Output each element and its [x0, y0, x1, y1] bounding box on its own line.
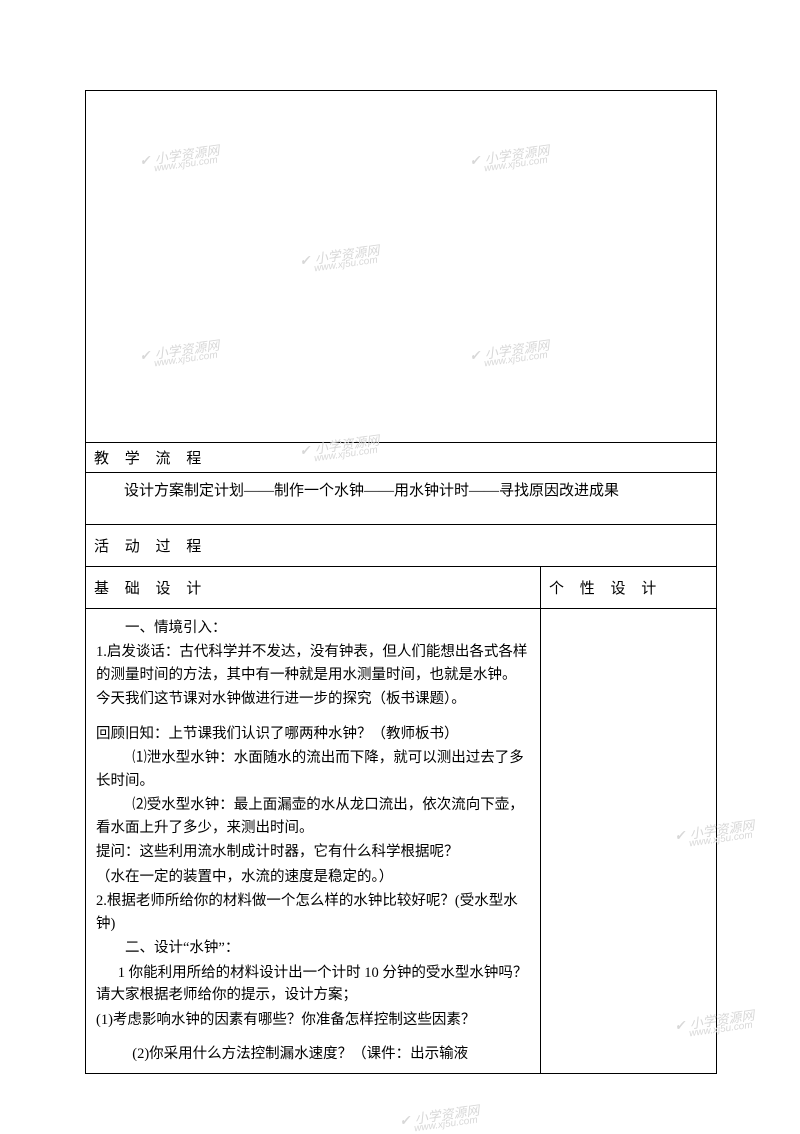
- activity-process-header: 活 动 过 程: [86, 525, 716, 567]
- personal-design-content: [541, 609, 716, 625]
- content-line: 二、设计“水钟”：: [96, 937, 530, 959]
- content-line: (2)你采用什么方法控制漏水速度？（课件：出示输液: [96, 1043, 530, 1065]
- content-line: 今天我们这节课对水钟做进行进一步的探究（板书课题）。: [96, 688, 530, 710]
- personal-design-header: 个 性 设 计: [541, 567, 716, 609]
- left-column: 基 础 设 计 一、情境引入： 1.启发谈话：古代科学并不发达，没有钟表，但人们…: [86, 567, 541, 1073]
- content-line: 1 你能利用所给的材料设计出一个计时 10 分钟的受水型水钟吗？请大家根据老师给…: [96, 962, 530, 1007]
- content-line: （水在一定的装置中，水流的速度是稳定的。）: [96, 866, 530, 888]
- content-line: 2.根据老师所给你的材料做一个怎么样的水钟比较好呢？(受水型水钟): [96, 890, 530, 935]
- teaching-flow-content: 设计方案制定计划——制作一个水钟——用水钟计时——寻找原因改进成果: [86, 473, 716, 525]
- content-line: 提问：这些利用流水制成计时器，它有什么科学根据呢？: [96, 841, 530, 863]
- content-line: 1.启发谈话：古代科学并不发达，没有钟表，但人们能想出各式各样的测量时间的方法，…: [96, 641, 530, 686]
- right-column: 个 性 设 计: [541, 567, 716, 1073]
- watermark-url: www.xj5u.com: [414, 1115, 479, 1134]
- content-spacer: [96, 1033, 530, 1041]
- content-line: ⑴泄水型水钟：水面随水的流出而下降，就可以测出过去了多长时间。: [96, 747, 530, 792]
- two-column-section: 基 础 设 计 一、情境引入： 1.启发谈话：古代科学并不发达，没有钟表，但人们…: [86, 567, 716, 1073]
- content-spacer: [96, 713, 530, 721]
- document-page: 教 学 流 程 设计方案制定计划——制作一个水钟——用水钟计时——寻找原因改进成…: [85, 90, 717, 1074]
- basic-design-content: 一、情境引入： 1.启发谈话：古代科学并不发达，没有钟表，但人们能想出各式各样的…: [86, 609, 540, 1073]
- teaching-flow-header: 教 学 流 程: [86, 443, 716, 473]
- basic-design-header: 基 础 设 计: [86, 567, 540, 609]
- content-line: 一、情境引入：: [96, 617, 530, 639]
- content-line: 回顾旧知：上节课我们认识了哪两种水钟？（教师板书）: [96, 723, 530, 745]
- watermark-text: ✔ 小学资源网: [399, 1100, 480, 1130]
- blank-section: [86, 91, 716, 443]
- content-line: (1)考虑影响水钟的因素有哪些？你准备怎样控制这些因素？: [96, 1009, 530, 1031]
- content-line: ⑵受水型水钟：最上面漏壶的水从龙口流出，依次流向下壶，看水面上升了多少，来测出时…: [96, 794, 530, 839]
